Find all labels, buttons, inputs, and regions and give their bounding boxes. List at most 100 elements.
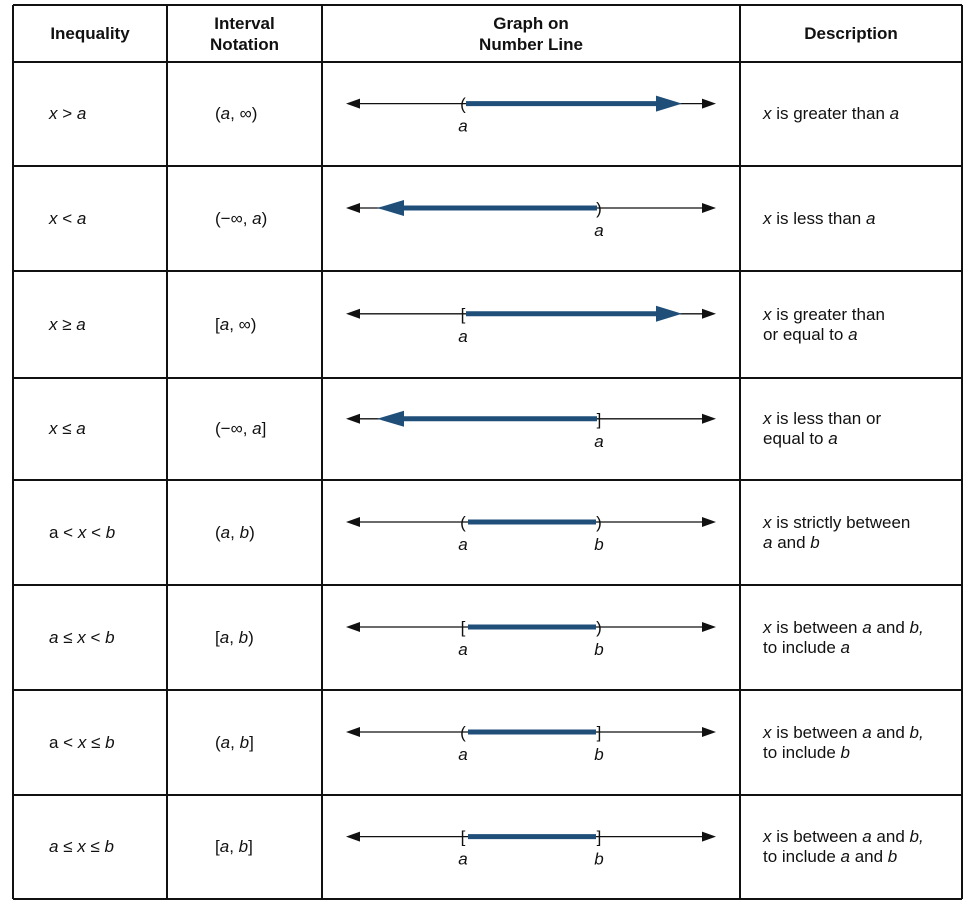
inequality-cell: a ≤ x ≤ b [13,795,167,899]
endpoint-bracket: ( [460,723,466,742]
text-run: a [76,208,87,228]
endpoint-label: a [458,117,467,136]
text-run: is strictly between [776,512,911,532]
description-cell: x is strictly between a and b [740,480,962,585]
header-text: Description [804,24,898,43]
text-run: ≤ [85,837,105,856]
ray-head [656,95,682,112]
text-run: x [763,512,772,532]
text-run: a [219,314,230,334]
text-run: x [49,104,58,123]
text-run: is less than [771,208,866,228]
endpoint-label: a [594,221,603,240]
text-run: x [763,827,772,846]
text-run: x [77,732,87,752]
header-cell: Graph on Number Line [322,5,740,62]
text-run: a [220,104,231,123]
text-run: , ∞) [230,104,258,123]
text-run: and [871,827,910,846]
ray-head [656,305,682,322]
text-run: ( [215,104,221,123]
endpoint-bracket: ( [460,513,466,532]
text-run: a [219,627,230,647]
text-run: , [230,522,240,542]
interval-cell: (a, b] [167,690,322,795]
text-run: ≥ [57,314,77,334]
inequality-cell: a < x ≤ b [13,690,167,795]
header-cell: Interval Notation [167,5,322,62]
endpoint-label: b [594,745,603,764]
text-run: b [810,532,820,552]
text-run: ] [249,732,254,752]
text-run: a [220,732,231,752]
description-cell: x is less than or equal to a [740,378,962,480]
text: (−∞, a) [215,209,267,229]
text-run: ≤ [58,837,78,856]
arrow-head [346,308,360,319]
text-run: b [239,522,250,542]
text-run: x [763,208,772,228]
endpoint-label: a [594,432,603,451]
text-run: ≤ [58,627,78,647]
endpoint-bracket: ) [596,618,602,637]
text: (a, b] [215,733,254,753]
interval-cell: (−∞, a) [167,166,322,271]
arrow-head [346,413,360,424]
text-run: and [849,847,888,866]
arrow-head [702,413,716,424]
text-run: < [85,627,106,647]
text: x is between a and b, to include b [763,723,924,763]
endpoint-label: b [594,535,603,554]
text-run: b, [909,722,924,742]
inequality-cell: x ≤ a [13,378,167,480]
arrow-head [702,727,716,737]
endpoint-label: b [594,640,603,659]
description-cell: x is less than a [740,166,962,271]
interval-cell: (a, b) [167,480,322,585]
endpoint-bracket: [ [461,828,466,847]
endpoint-bracket: [ [461,305,466,324]
text-run: ] [261,419,267,438]
text-run: a [219,837,230,856]
text-run: [ [215,314,220,334]
text: x > a [49,104,86,124]
text: (a, b) [215,523,255,543]
text: a ≤ x ≤ b [49,837,114,857]
text: x is greater than or equal to a [763,305,885,345]
description-cell: x is between a and b, to include b [740,690,962,795]
text-run: to include [763,637,836,657]
arrow-head [702,308,716,319]
text-run: b [840,742,850,762]
text-run: x [49,419,58,438]
text-run: x [763,409,772,428]
arrow-head [346,831,360,842]
text-run: ) [261,208,268,228]
text: x is between a and b, to include a [763,618,924,658]
text: [a, b) [215,628,254,648]
text-run: a [252,208,262,228]
text-run: x [77,522,87,542]
text-run: b [105,627,115,647]
text-run: b [105,522,116,542]
text: (−∞, a] [215,419,266,439]
interval-cell: [a, b) [167,585,322,690]
text-run: < [86,522,106,542]
text-run: a [220,522,231,542]
endpoint-bracket: [ [461,618,466,637]
arrow-head [702,203,716,213]
arrow-head [702,831,716,842]
text-run: b [239,732,250,752]
endpoint-bracket: ] [597,410,602,429]
text-run: x [763,304,772,324]
text-run: x [763,722,772,742]
text-run: a < [49,732,78,752]
text-run: , [229,837,239,856]
arrow-head [346,203,360,213]
interval-cell: [a, b] [167,795,322,899]
text-run: is between [771,827,863,846]
text: x is between a and b, to include a and b [763,827,924,867]
text-run: (−∞, [215,419,253,438]
text-run: b, [909,827,924,846]
endpoint-label: a [458,535,467,554]
text-run: to include [763,742,836,762]
